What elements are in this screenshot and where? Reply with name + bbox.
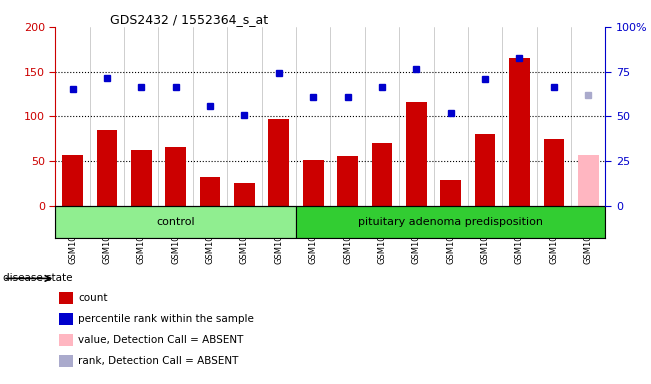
Bar [475,134,495,205]
Bar [337,156,358,205]
Bar [303,160,324,205]
Bar [62,155,83,205]
Bar [440,180,461,205]
Text: control: control [156,217,195,227]
Text: percentile rank within the sample: percentile rank within the sample [78,314,254,324]
Text: rank, Detection Call = ABSENT: rank, Detection Call = ABSENT [78,356,238,366]
Text: pituitary adenoma predisposition: pituitary adenoma predisposition [358,217,543,227]
Bar [406,102,426,205]
Bar [268,119,289,205]
Bar [372,143,393,205]
Bar [55,205,296,238]
Bar [200,177,220,205]
Bar [96,130,117,205]
Bar [131,150,152,205]
Bar [234,183,255,205]
Bar [296,205,605,238]
Bar [578,155,598,205]
Bar [165,147,186,205]
Text: value, Detection Call = ABSENT: value, Detection Call = ABSENT [78,335,243,345]
Text: GDS2432 / 1552364_s_at: GDS2432 / 1552364_s_at [111,13,268,26]
Bar [544,139,564,205]
Bar [509,58,530,205]
Text: count: count [78,293,107,303]
Text: disease state: disease state [3,273,73,283]
